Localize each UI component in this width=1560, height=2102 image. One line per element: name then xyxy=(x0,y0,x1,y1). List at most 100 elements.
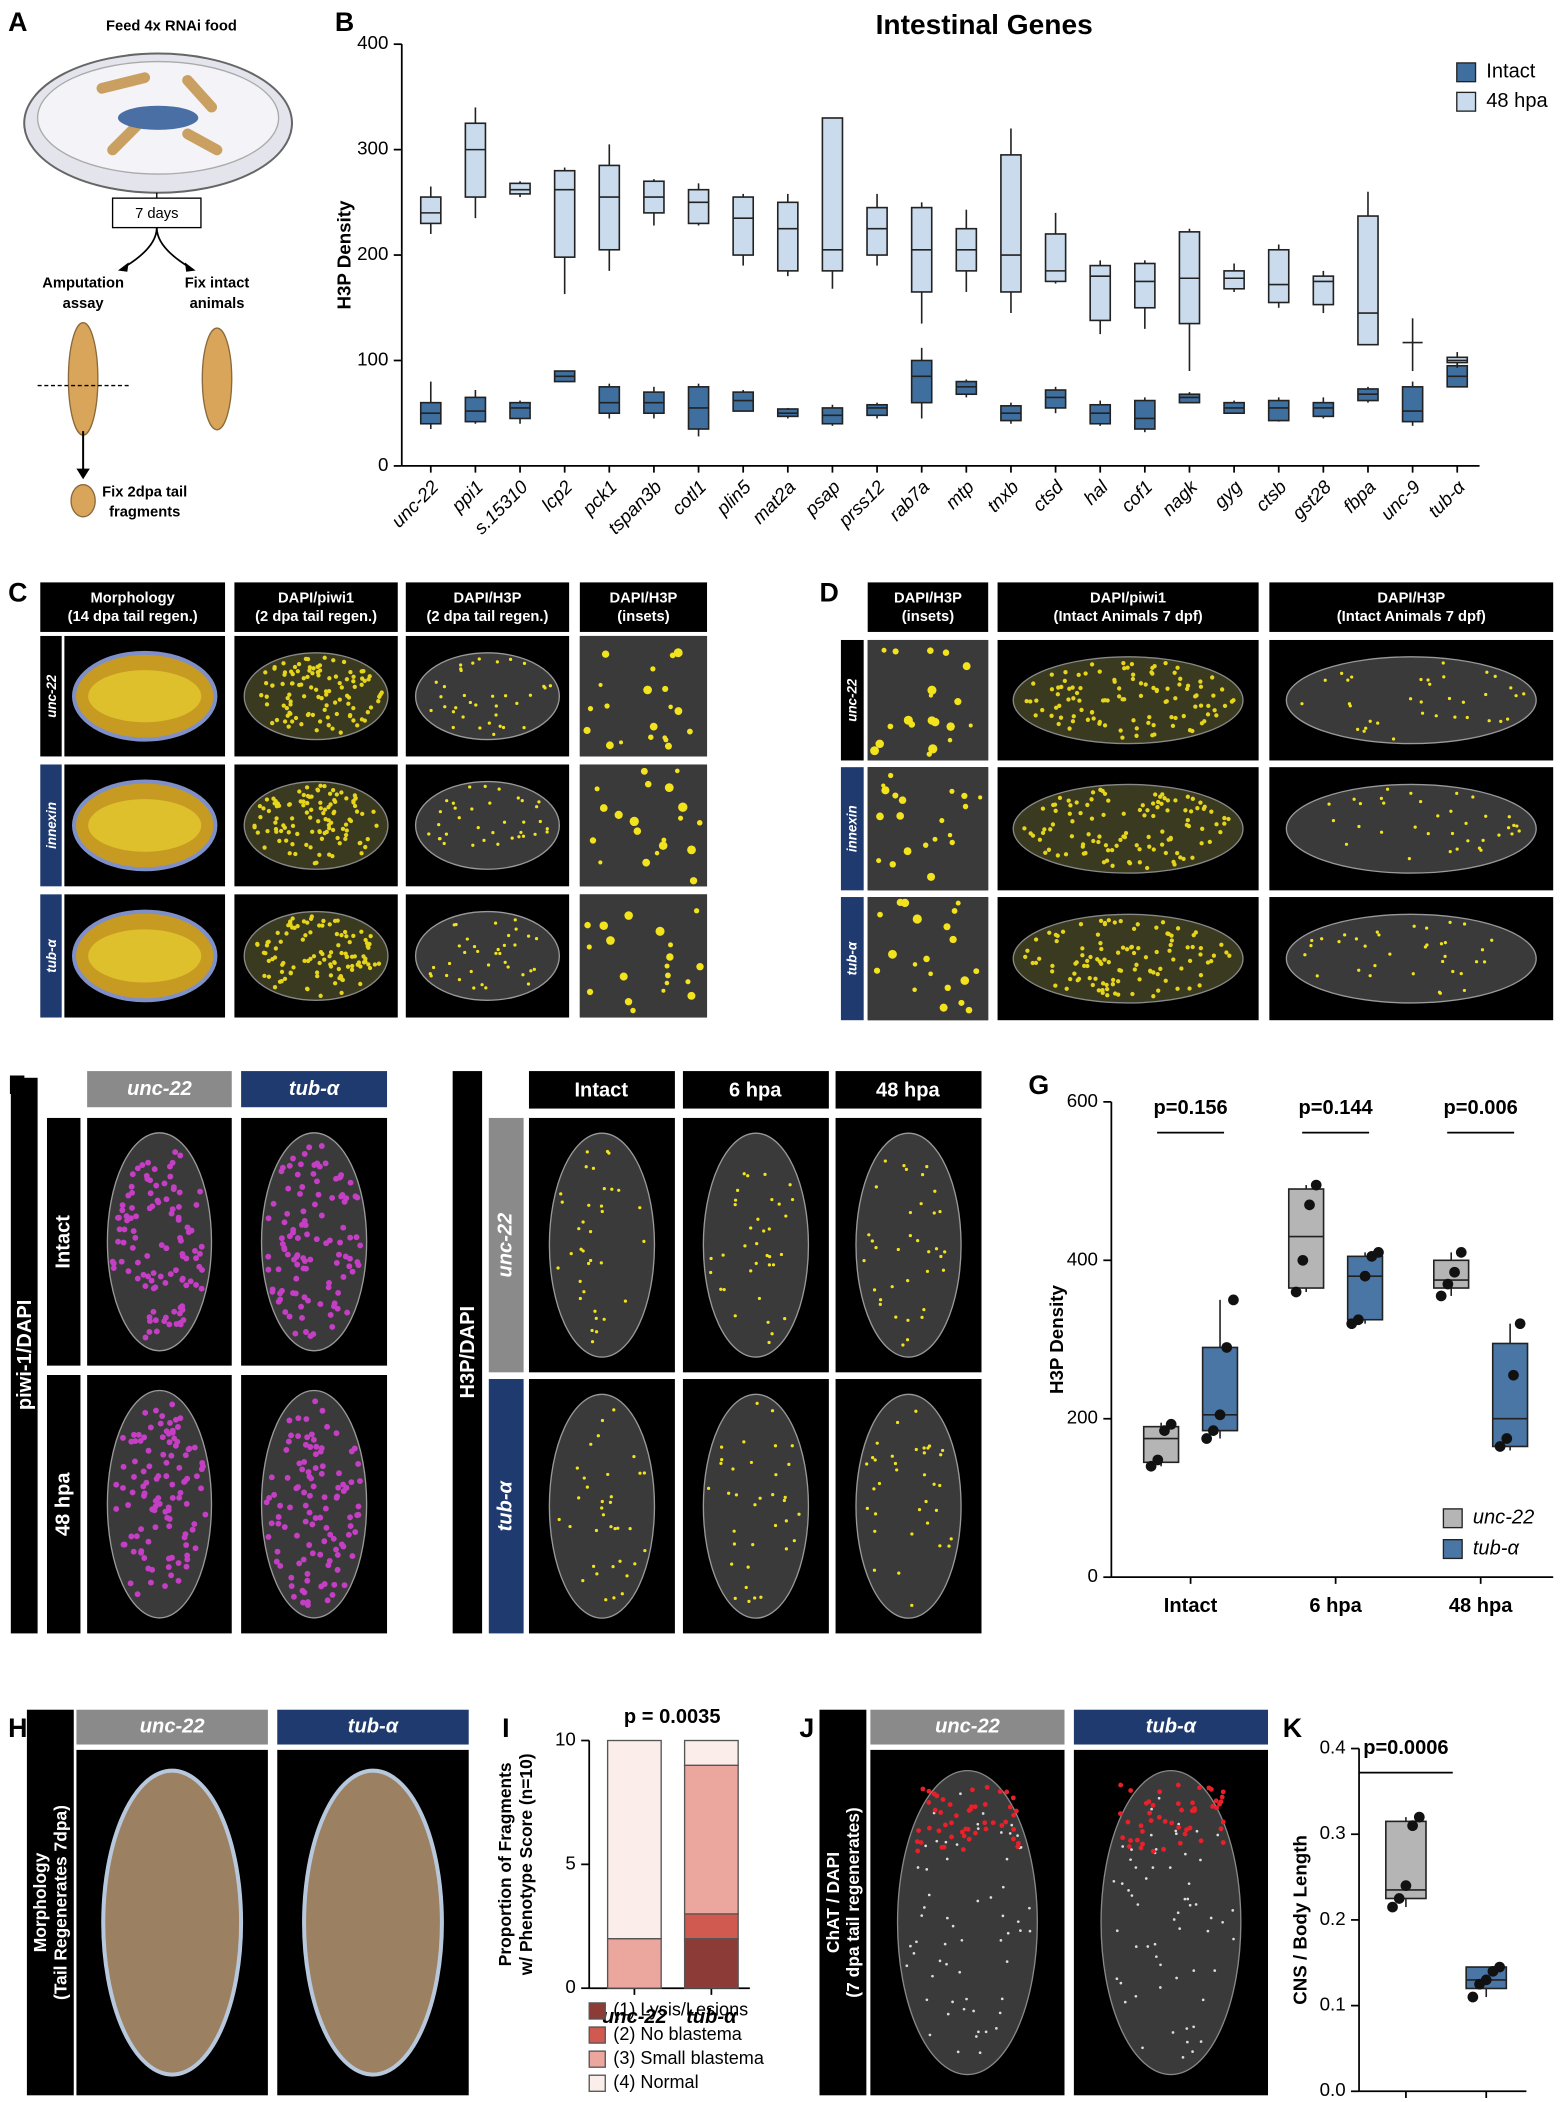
signal-dot xyxy=(556,1266,560,1270)
box xyxy=(1312,401,1335,418)
signal-dot xyxy=(1506,717,1510,721)
label-box xyxy=(46,1117,81,1366)
signal-dot xyxy=(1150,1848,1156,1854)
signal-dot xyxy=(340,1488,347,1495)
signal-dot xyxy=(265,1534,272,1540)
signal-dot xyxy=(1040,707,1045,713)
signal-dot xyxy=(172,1442,179,1449)
signal-dot xyxy=(492,732,496,736)
signal-dot xyxy=(1474,960,1479,964)
signal-dot xyxy=(347,1514,354,1521)
signal-dot xyxy=(326,1280,332,1286)
worm-image xyxy=(702,1393,810,1619)
signal-dot xyxy=(1198,972,1204,978)
signal-dot xyxy=(270,720,275,726)
signal-dot xyxy=(138,1549,145,1556)
signal-dot xyxy=(1436,814,1440,818)
signal-dot xyxy=(291,1256,297,1263)
signal-dot xyxy=(476,826,480,830)
signal-dot xyxy=(925,1998,929,2002)
signal-dot xyxy=(321,1494,328,1501)
signal-dot xyxy=(177,1319,184,1326)
signal-dot xyxy=(1130,991,1135,997)
signal-dot xyxy=(491,831,495,835)
signal-dot xyxy=(1210,675,1215,680)
signal-dot xyxy=(318,1445,325,1452)
signal-dot xyxy=(618,1559,622,1563)
signal-dot xyxy=(302,1502,309,1509)
signal-dot xyxy=(600,1499,604,1504)
signal-dot xyxy=(1100,988,1105,993)
signal-dot xyxy=(873,1529,877,1533)
signal-dot xyxy=(1134,733,1139,738)
column-header: (14 dpa tail regen.) xyxy=(68,609,198,625)
signal-dot xyxy=(925,1269,930,1273)
signal-dot xyxy=(1005,1960,1009,1963)
cell-dot xyxy=(927,872,936,881)
signal-dot xyxy=(1173,798,1178,803)
signal-dot xyxy=(581,1578,585,1583)
signal-dot xyxy=(1425,943,1429,947)
signal-dot xyxy=(642,1471,646,1475)
signal-dot xyxy=(1131,672,1136,677)
signal-dot xyxy=(1479,848,1483,852)
signal-dot xyxy=(1028,1929,1032,1933)
signal-dot xyxy=(962,2007,966,2011)
signal-dot xyxy=(1131,950,1137,956)
signal-dot xyxy=(272,955,278,960)
y-tick-label: 0 xyxy=(378,454,388,475)
signal-dot xyxy=(133,1213,140,1220)
signal-dot xyxy=(317,1551,324,1558)
signal-dot xyxy=(1085,958,1090,963)
side-label: ChAT / DAPI xyxy=(823,1852,843,1953)
signal-dot xyxy=(1167,948,1172,953)
y-tick-label: 400 xyxy=(1067,1248,1098,1269)
signal-dot xyxy=(337,680,342,686)
signal-dot xyxy=(1033,713,1038,718)
signal-dot xyxy=(1331,818,1336,823)
signal-dot xyxy=(321,918,326,924)
panel-letter: I xyxy=(502,1713,509,1743)
signal-dot xyxy=(1222,821,1227,826)
signal-dot xyxy=(318,993,323,998)
signal-dot xyxy=(372,962,378,967)
signal-dot xyxy=(290,925,295,930)
signal-dot xyxy=(1231,1909,1235,1912)
column-header: DAPI/H3P xyxy=(609,590,677,606)
signal-dot xyxy=(286,1162,293,1169)
signal-dot xyxy=(736,1188,740,1193)
signal-dot xyxy=(1147,1810,1152,1816)
signal-dot xyxy=(1219,942,1224,947)
signal-dot xyxy=(522,820,526,824)
signal-dot xyxy=(1138,681,1144,686)
signal-dot xyxy=(198,1485,204,1492)
signal-dot xyxy=(192,1247,198,1254)
signal-dot xyxy=(784,1547,789,1551)
signal-dot xyxy=(309,685,314,690)
signal-dot xyxy=(326,723,331,728)
signal-dot xyxy=(633,1562,637,1566)
signal-dot xyxy=(491,694,495,698)
column-header: 6 hpa xyxy=(729,1079,782,1101)
signal-dot xyxy=(742,1440,746,1444)
box xyxy=(1089,403,1112,425)
signal-dot xyxy=(643,1548,647,1553)
signal-dot xyxy=(1058,715,1064,720)
y-tick-label: 300 xyxy=(357,138,388,159)
signal-dot xyxy=(1147,844,1152,849)
cell-dot xyxy=(664,783,674,793)
worm xyxy=(182,74,218,113)
signal-dot xyxy=(917,1508,922,1512)
signal-dot xyxy=(969,1804,974,1810)
signal-dot xyxy=(1480,948,1485,952)
signal-dot xyxy=(1096,839,1101,845)
signal-dot xyxy=(1112,1879,1116,1883)
signal-dot xyxy=(472,986,476,990)
signal-dot xyxy=(184,1556,191,1563)
signal-dot xyxy=(1497,833,1501,837)
signal-dot xyxy=(305,793,311,799)
label-box xyxy=(405,582,570,632)
signal-dot xyxy=(926,1788,932,1794)
signal-dot xyxy=(296,1460,303,1467)
signal-dot xyxy=(1465,715,1469,720)
